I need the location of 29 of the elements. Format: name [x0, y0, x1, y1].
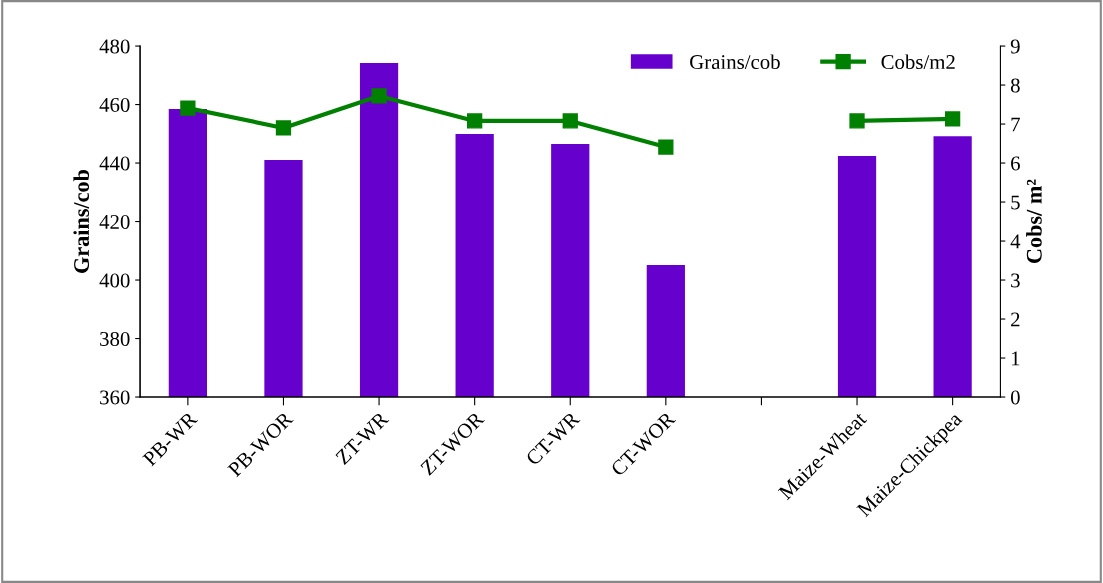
y2-tick-label: 4 — [1010, 234, 1021, 249]
point — [180, 100, 196, 116]
y2-tick-label: 7 — [1011, 117, 1020, 132]
y-tick-label: 420 — [99, 214, 130, 229]
point — [658, 139, 674, 155]
y2-tick-label: 3 — [1011, 273, 1020, 288]
legend-label: Grains/cob — [690, 54, 780, 70]
y-tick-label: 480 — [99, 39, 130, 54]
y2-tick-label: 0 — [1010, 390, 1020, 405]
point — [944, 111, 961, 127]
y2-tick-label: 9 — [1010, 39, 1020, 54]
point — [371, 88, 387, 104]
y-tick-label: 440 — [99, 156, 130, 171]
y-tick-label: 380 — [100, 331, 130, 346]
point — [849, 113, 865, 129]
y2-tick-label: 5 — [1011, 195, 1020, 210]
y2-tick-label: 8 — [1010, 78, 1020, 93]
legend-label: Cobs/m2 — [881, 54, 955, 70]
y-tick-label: 400 — [99, 273, 130, 288]
y2-tick-label: 6 — [1011, 156, 1020, 171]
y-axis-title: Grains/cob — [73, 169, 90, 273]
y-tick-label: 460 — [99, 97, 130, 112]
y2-tick-label: 1 — [1011, 351, 1020, 366]
y2-tick-label: 2 — [1011, 312, 1020, 327]
point — [562, 113, 578, 129]
point — [467, 113, 483, 129]
y-tick-label: 360 — [100, 390, 130, 405]
point — [275, 120, 292, 136]
y2-axis-title: Cobs/ m² — [1026, 179, 1042, 263]
